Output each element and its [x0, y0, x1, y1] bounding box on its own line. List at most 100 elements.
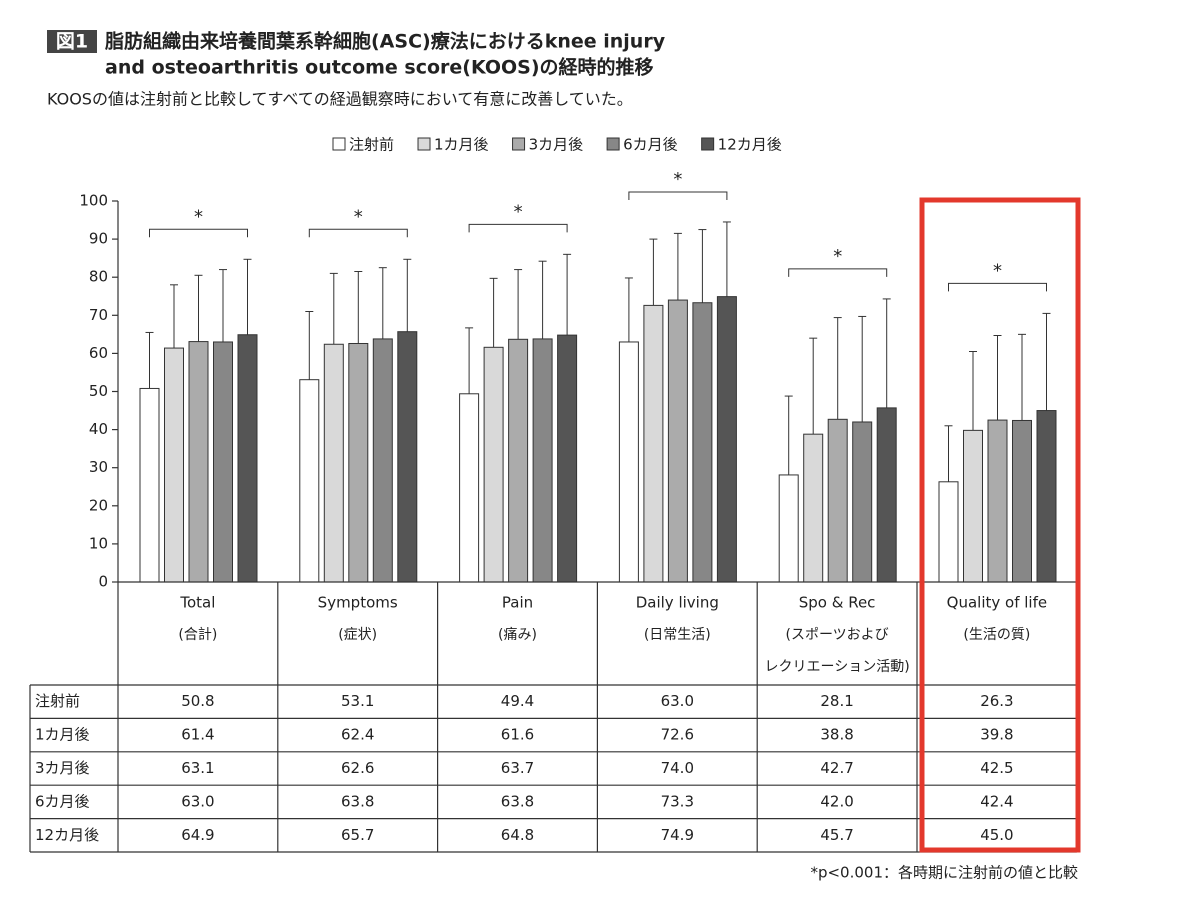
bar	[1036, 410, 1057, 583]
significance-bracket	[788, 268, 888, 277]
legend-swatch	[512, 137, 526, 151]
bar	[716, 296, 737, 583]
legend-swatch	[701, 137, 715, 151]
legend-swatch	[332, 137, 346, 151]
significance-label: *	[673, 169, 682, 190]
bar	[213, 341, 233, 583]
row-label: 12カ月後	[35, 826, 99, 844]
legend-label: 3カ月後	[529, 136, 584, 154]
bar	[803, 433, 824, 583]
table-cell: 45.0	[980, 826, 1013, 844]
table-cell: 63.8	[501, 792, 534, 810]
table-cell: 61.6	[501, 726, 534, 744]
row-label: 注射前	[35, 692, 80, 710]
legend-swatch	[606, 137, 620, 151]
significance-label: *	[194, 206, 203, 227]
footnote: *p<0.001：各時期に注射前の値と比較	[810, 864, 1078, 882]
table-cell: 73.3	[661, 792, 694, 810]
row-label: 6カ月後	[35, 792, 90, 810]
chart-title: and osteoarthritis outcome score(KOOS)の経…	[105, 56, 654, 79]
significance-label: *	[833, 246, 842, 267]
bar	[557, 334, 578, 583]
bar	[643, 304, 664, 583]
y-tick-label: 40	[89, 420, 108, 438]
significance-bracket	[308, 228, 408, 238]
legend-label: 6カ月後	[623, 136, 678, 154]
legend-label: 1カ月後	[434, 136, 489, 154]
table-cell: 42.7	[820, 759, 853, 777]
bar	[876, 407, 897, 583]
bar	[483, 346, 504, 583]
table-cell: 26.3	[980, 692, 1013, 710]
y-tick-label: 100	[79, 192, 108, 210]
table-cell: 61.4	[181, 726, 214, 744]
bar	[852, 421, 873, 583]
table-cell: 63.8	[341, 792, 374, 810]
table-cell: 62.4	[341, 726, 374, 744]
table-cell: 38.8	[820, 726, 853, 744]
bar	[963, 429, 983, 583]
significance-bracket	[628, 191, 728, 200]
subtitle: KOOSの値は注射前と比較してすべての経過観察時において有意に改善していた。	[47, 90, 633, 109]
y-tick-label: 30	[89, 458, 108, 476]
table-cell: 63.7	[501, 759, 534, 777]
table-cell: 72.6	[661, 726, 694, 744]
legend-label: 12カ月後	[718, 136, 782, 154]
table-cell: 42.0	[820, 792, 853, 810]
bar	[299, 379, 320, 583]
y-tick-label: 70	[89, 306, 108, 324]
x-tick-label: Total	[179, 594, 215, 612]
bar	[1012, 419, 1032, 583]
x-tick-label: Daily living	[636, 594, 719, 612]
table-cell: 45.7	[820, 826, 853, 844]
y-tick-label: 90	[89, 230, 108, 248]
x-tick-label: (日常生活)	[644, 627, 711, 643]
x-tick-label: Quality of life	[947, 594, 1047, 612]
bar	[692, 302, 713, 583]
table-cell: 64.9	[181, 826, 214, 844]
y-tick-label: 80	[89, 268, 108, 286]
x-tick-label: レクリエーション活動)	[765, 659, 910, 675]
bar	[778, 474, 799, 583]
bar	[164, 347, 184, 583]
table-cell: 39.8	[980, 726, 1013, 744]
chart-title: 脂肪組織由来培養間葉系幹細胞(ASC)療法におけるknee injury	[105, 30, 666, 53]
bar	[667, 299, 688, 583]
badge: 図1	[56, 31, 88, 53]
y-tick-label: 10	[89, 534, 108, 552]
bar	[987, 419, 1008, 583]
bar	[139, 387, 160, 583]
bar	[348, 342, 369, 583]
x-tick-label: (スポーツおよび	[786, 627, 889, 643]
highlight-box	[919, 197, 1081, 853]
bar	[618, 341, 639, 583]
badge-box	[47, 30, 97, 53]
bar	[237, 334, 258, 583]
x-tick-label: (合計)	[178, 627, 217, 643]
table-cell: 49.4	[501, 692, 534, 710]
bar	[827, 418, 848, 583]
table-cell: 74.9	[661, 826, 694, 844]
row-label: 1カ月後	[35, 726, 90, 744]
table-cell: 63.1	[181, 759, 214, 777]
bar	[508, 338, 529, 583]
bar	[532, 338, 553, 583]
bar	[372, 338, 393, 583]
bar	[397, 331, 418, 583]
legend-swatch	[417, 137, 431, 151]
table-cell: 74.0	[661, 759, 694, 777]
x-tick-label: Pain	[502, 594, 533, 612]
y-tick-label: 60	[89, 344, 108, 362]
x-tick-label: Spo & Rec	[799, 594, 876, 612]
table-cell: 50.8	[181, 692, 214, 710]
x-tick-label: Symptoms	[318, 594, 398, 612]
table-cell: 28.1	[820, 692, 853, 710]
bar	[323, 343, 344, 583]
table-cell: 64.8	[501, 826, 534, 844]
table-cell: 63.0	[181, 792, 214, 810]
significance-bracket	[149, 228, 248, 238]
table-cell: 63.0	[661, 692, 694, 710]
row-label: 3カ月後	[35, 759, 90, 777]
x-tick-label: (生活の質)	[963, 627, 1030, 643]
